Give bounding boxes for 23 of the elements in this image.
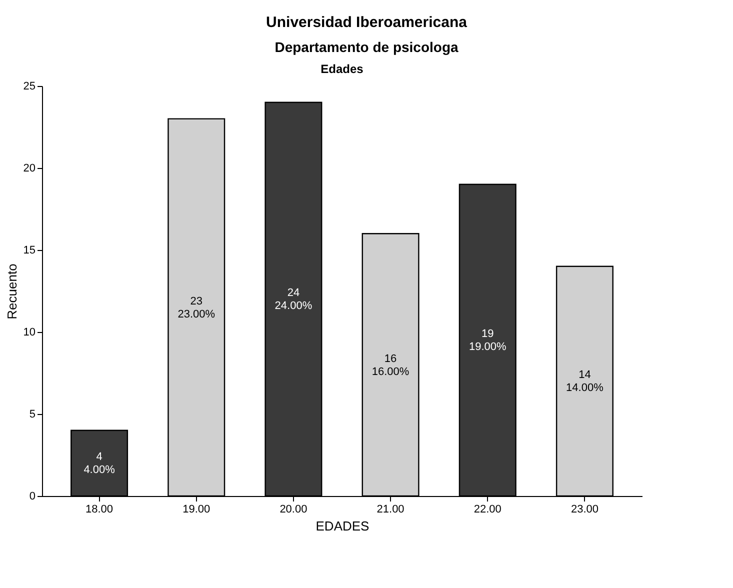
text: Edades — [320, 62, 364, 76]
data-label: 19 19.00% — [468, 328, 506, 354]
x-tick-label: 23.00 — [570, 504, 598, 516]
data-label: 14 14.00% — [566, 369, 604, 394]
chart-subtitle: Departamento de psicologa — [274, 38, 460, 57]
y-tick-label: 10 — [23, 326, 36, 338]
y-tick-label: 0 — [29, 490, 36, 502]
x-tick-label: 20.00 — [280, 504, 308, 516]
data-label: 24 24.00% — [274, 287, 312, 312]
x-tick-label: 19.00 — [182, 504, 210, 516]
y-axis-title: Recuento — [4, 264, 20, 320]
y-tick-label: 20 — [23, 162, 36, 174]
data-label: 23 23.00% — [178, 295, 216, 320]
x-tick-label: 21.00 — [376, 504, 404, 516]
chart-title: Universidad Iberoamericana — [265, 13, 468, 33]
data-label: 16 16.00% — [372, 352, 410, 378]
y-tick-label: 5 — [29, 408, 36, 420]
y-tick-label: 15 — [23, 244, 36, 256]
x-axis-title: EDADES — [316, 518, 370, 534]
y-tick-label: 25 — [23, 80, 36, 92]
x-tick-label: 18.00 — [86, 504, 114, 516]
x-tick-label: 22.00 — [474, 504, 502, 516]
data-label: 4 4.00% — [84, 451, 116, 476]
